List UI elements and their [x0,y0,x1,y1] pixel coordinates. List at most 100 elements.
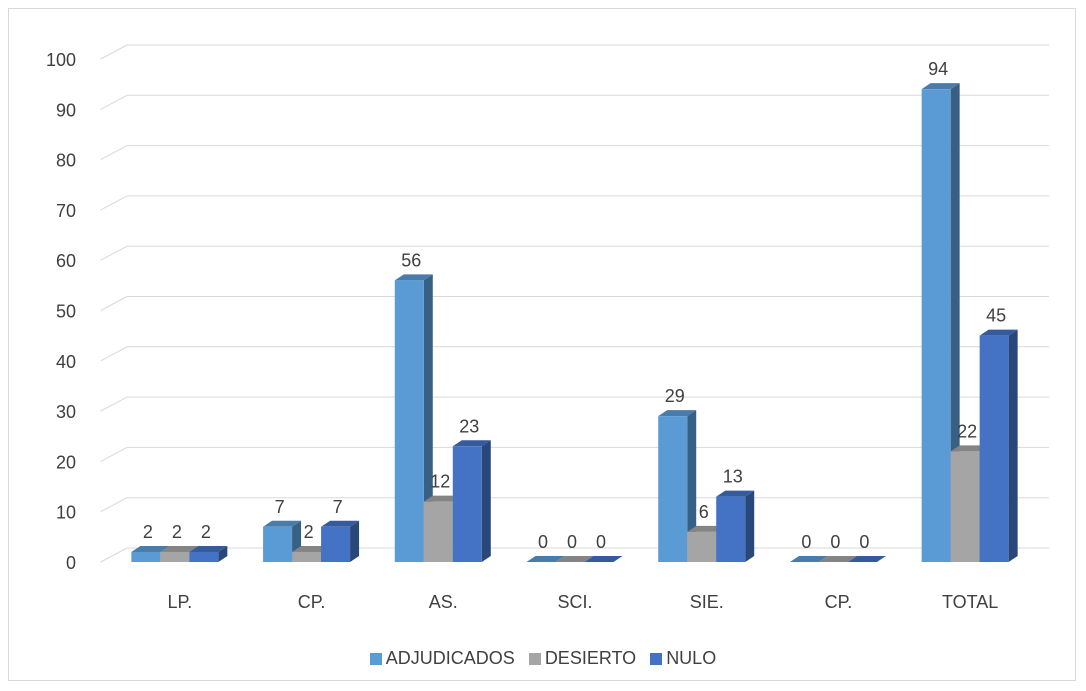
bar [979,335,1009,562]
bar-side [218,545,228,562]
gridline-side [100,145,128,161]
bar-top [555,556,594,562]
legend-item-desierto: DESIERTO [528,648,637,669]
bar-top [131,545,170,552]
bar [716,496,746,562]
data-label: 56 [401,250,421,270]
x-tick-label: CP. [298,592,326,612]
legend-swatch-adjudicados [369,652,382,665]
data-label: 94 [928,59,948,79]
gridline-side [100,296,128,311]
bar-top [526,556,565,562]
data-label: 2 [304,522,314,542]
data-label: 2 [201,522,211,542]
chart-frame [8,8,1076,681]
y-tick-label: 0 [66,553,76,573]
bar-top [321,520,360,527]
y-tick-label: 20 [56,452,76,472]
data-label: 7 [275,497,285,517]
bar [921,89,951,563]
data-label: 2 [143,522,153,542]
legend-item-nulo: NULO [650,648,716,669]
legend-label-nulo: NULO [666,648,717,668]
bar [658,416,688,562]
bar [160,551,190,562]
bar-side [950,83,960,563]
bar [292,551,322,562]
bar [687,531,717,562]
bar [423,501,453,562]
data-label: 0 [596,532,606,552]
gridlines [100,44,1049,563]
bar-top [263,520,302,527]
gridline-side [100,547,128,563]
bar-top [423,495,462,502]
bar-top [979,329,1018,336]
bar [950,451,980,562]
y-tick-label: 80 [56,151,76,171]
y-tick-label: 70 [56,201,76,221]
legend-swatch-desierto [528,652,541,665]
bar-top [789,556,828,562]
legend: ADJUDICADOS DESIERTO NULO [0,648,1086,669]
gridline-side [100,245,128,261]
bar-top [921,83,960,90]
data-label: 0 [830,532,840,552]
bar [452,446,482,562]
bar-top [160,545,199,552]
bar [263,526,293,562]
gridline-side [100,44,128,60]
gridline-side [100,446,128,462]
x-tick-label: LP. [168,592,193,612]
data-label: 6 [699,502,709,522]
data-label: 22 [957,421,977,441]
bar-top [847,556,886,562]
x-tick-label: SCI. [557,592,592,612]
data-label: 2 [172,522,182,542]
bar-side [481,440,491,562]
bar-side [745,490,755,562]
bar [394,280,424,562]
y-tick-label: 30 [56,402,76,422]
gridline-side [100,346,128,362]
gridline-side [100,497,128,513]
data-label: 0 [859,532,869,552]
data-label: 0 [567,532,577,552]
x-tick-label: AS. [429,592,458,612]
bar-side [423,274,433,562]
bar [189,551,219,562]
bar-top [452,440,491,447]
bars [131,83,1018,563]
bar-top [818,556,857,562]
bar [131,551,161,562]
gridline-side [100,94,128,110]
data-label: 12 [430,472,450,492]
gridline-side [100,195,128,211]
data-label: 45 [986,306,1006,326]
bar-top [716,490,755,497]
legend-label-adjudicados: ADJUDICADOS [385,648,515,668]
x-axis-tick-labels: LP. CP. AS. SCI. SIE. CP. TOTAL [168,592,999,612]
bar-side [350,520,360,562]
bar-top [950,445,989,452]
bar-top [189,545,228,552]
y-tick-label: 50 [56,302,76,322]
data-label: 7 [333,497,343,517]
x-tick-label: CP. [825,592,853,612]
legend-label-desierto: DESIERTO [544,648,637,668]
x-tick-label: TOTAL [942,592,998,612]
data-label: 0 [538,532,548,552]
x-tick-label: SIE. [690,592,724,612]
bar-top [292,545,331,552]
y-tick-label: 100 [46,50,76,70]
bar [321,526,351,562]
data-label: 23 [459,416,479,436]
y-tick-label: 90 [56,100,76,120]
legend-swatch-nulo [650,652,663,665]
bar-side [1008,329,1018,562]
y-tick-label: 60 [56,251,76,271]
bar-top [394,274,433,281]
y-axis-tick-labels: 0 10 20 30 40 50 60 70 80 90 100 [46,50,76,573]
bar-top [584,556,623,562]
